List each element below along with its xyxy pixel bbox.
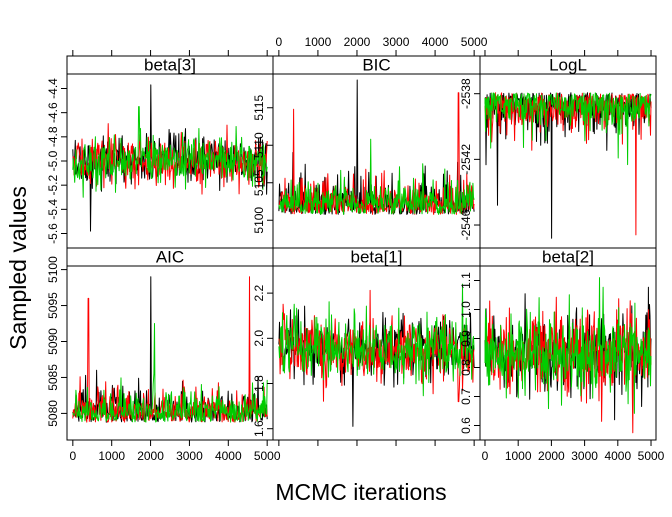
panel-box (479, 265, 657, 441)
trace-panels: beta[3] -5.6 -5.4 -5.2 -5.0 -4.8 -4.6 -4.4 BIC 51… (46, 35, 665, 463)
chain-2-trace (72, 276, 268, 423)
trace-lines (484, 92, 652, 239)
x-tick-label: 1000 (305, 35, 332, 49)
x-tick-label: 4000 (422, 35, 449, 49)
y-tick-label: 0.8 (459, 359, 473, 376)
y-tick-label: -2546 (459, 209, 473, 240)
panel-title: beta[2] (542, 248, 594, 267)
panel-beta2: beta[2] 0.6 0.7 0.8 0.9 1.0 1.1 0 1000 2000 3000 40… (459, 247, 665, 463)
y-tick-label: 5080 (46, 400, 60, 427)
panel-BIC: BIC 5100 5105 5110 5115 0 1000 2000 3000 4000 5000 (252, 35, 488, 249)
panel-title: BIC (362, 56, 390, 75)
panel-title: beta[1] (351, 248, 403, 267)
x-tick-label: 4000 (604, 449, 631, 463)
x-tick-label: 5000 (638, 449, 665, 463)
chain-3-trace (278, 138, 475, 215)
y-tick-label: 0.7 (459, 388, 473, 405)
y-tick-label: 0.9 (459, 330, 473, 347)
trace-lines (484, 277, 652, 434)
x-tick-label: 2000 (344, 35, 371, 49)
panel-LogL: LogL -2546 -2542 -2538 (459, 50, 657, 249)
x-tick-label: 2000 (538, 449, 565, 463)
trace-lines (278, 283, 475, 427)
x-tick-label: 3000 (571, 449, 598, 463)
x-tick-label: 1000 (505, 449, 532, 463)
y-tick-label: 1.1 (459, 272, 473, 289)
x-tick-label: 0 (482, 449, 489, 463)
y-tick-label: 5090 (46, 328, 60, 355)
y-tick-label: 1.8 (252, 375, 266, 392)
y-tick-label: 5085 (46, 364, 60, 391)
y-tick-label: -4.8 (46, 126, 60, 147)
x-tick-label: 2000 (137, 449, 164, 463)
panel-title: AIC (156, 248, 184, 267)
y-tick-label: -5.6 (46, 223, 60, 244)
y-tick-label: -5.0 (46, 150, 60, 171)
trace-lines (278, 79, 475, 215)
y-tick-label: 2.2 (252, 284, 266, 301)
y-tick-label: 5115 (252, 95, 266, 121)
x-tick-label: 3000 (383, 35, 410, 49)
chain-3-trace (484, 92, 652, 166)
x-tick-label: 5000 (254, 449, 281, 463)
x-tick-label: 3000 (176, 449, 203, 463)
panel-AIC: AIC 5080 5085 5090 5095 5100 0 1000 2000 3000 4000… (46, 247, 281, 463)
y-tick-label: -2538 (459, 78, 473, 109)
y-tick-label: -4.6 (46, 102, 60, 123)
chain-3-trace (278, 283, 475, 397)
y-tick-label: 1.6 (252, 420, 266, 437)
trace-lines (72, 84, 268, 232)
y-tick-label: 5110 (252, 132, 266, 158)
x-axis-label: MCMC iterations (275, 479, 446, 505)
y-tick-label: 5095 (46, 292, 60, 319)
panel-beta3: beta[3] -5.6 -5.4 -5.2 -5.0 -4.8 -4.6 -4.4 (46, 50, 274, 249)
x-tick-label: 1000 (98, 449, 125, 463)
x-tick-label: 0 (69, 449, 76, 463)
chain-3-trace (484, 277, 652, 414)
y-axis-label: Sampled values (5, 186, 31, 350)
y-tick-label: 0.6 (459, 417, 473, 434)
y-tick-label: 5100 (252, 207, 266, 234)
chain-3-trace (72, 106, 268, 198)
y-tick-label: 1.0 (459, 301, 473, 318)
y-tick-label: -5.2 (46, 175, 60, 196)
chain-3-trace (72, 323, 268, 423)
trace-lines (72, 276, 268, 423)
panel-beta1: beta[1] 1.6 1.8 2.0 2.2 (252, 247, 481, 446)
y-tick-label: 5105 (252, 169, 266, 196)
y-tick-label: 5100 (46, 256, 60, 283)
x-tick-label: 4000 (215, 449, 242, 463)
y-tick-label: 2.0 (252, 330, 266, 347)
y-tick-label: -4.4 (46, 78, 60, 99)
x-tick-label: 5000 (461, 35, 488, 49)
y-tick-label: -5.4 (46, 199, 60, 220)
y-tick-label: -2542 (459, 144, 473, 175)
panel-box (272, 73, 481, 249)
panel-title: beta[3] (144, 56, 196, 75)
panel-title: LogL (549, 56, 587, 75)
x-tick-label: 0 (276, 35, 283, 49)
